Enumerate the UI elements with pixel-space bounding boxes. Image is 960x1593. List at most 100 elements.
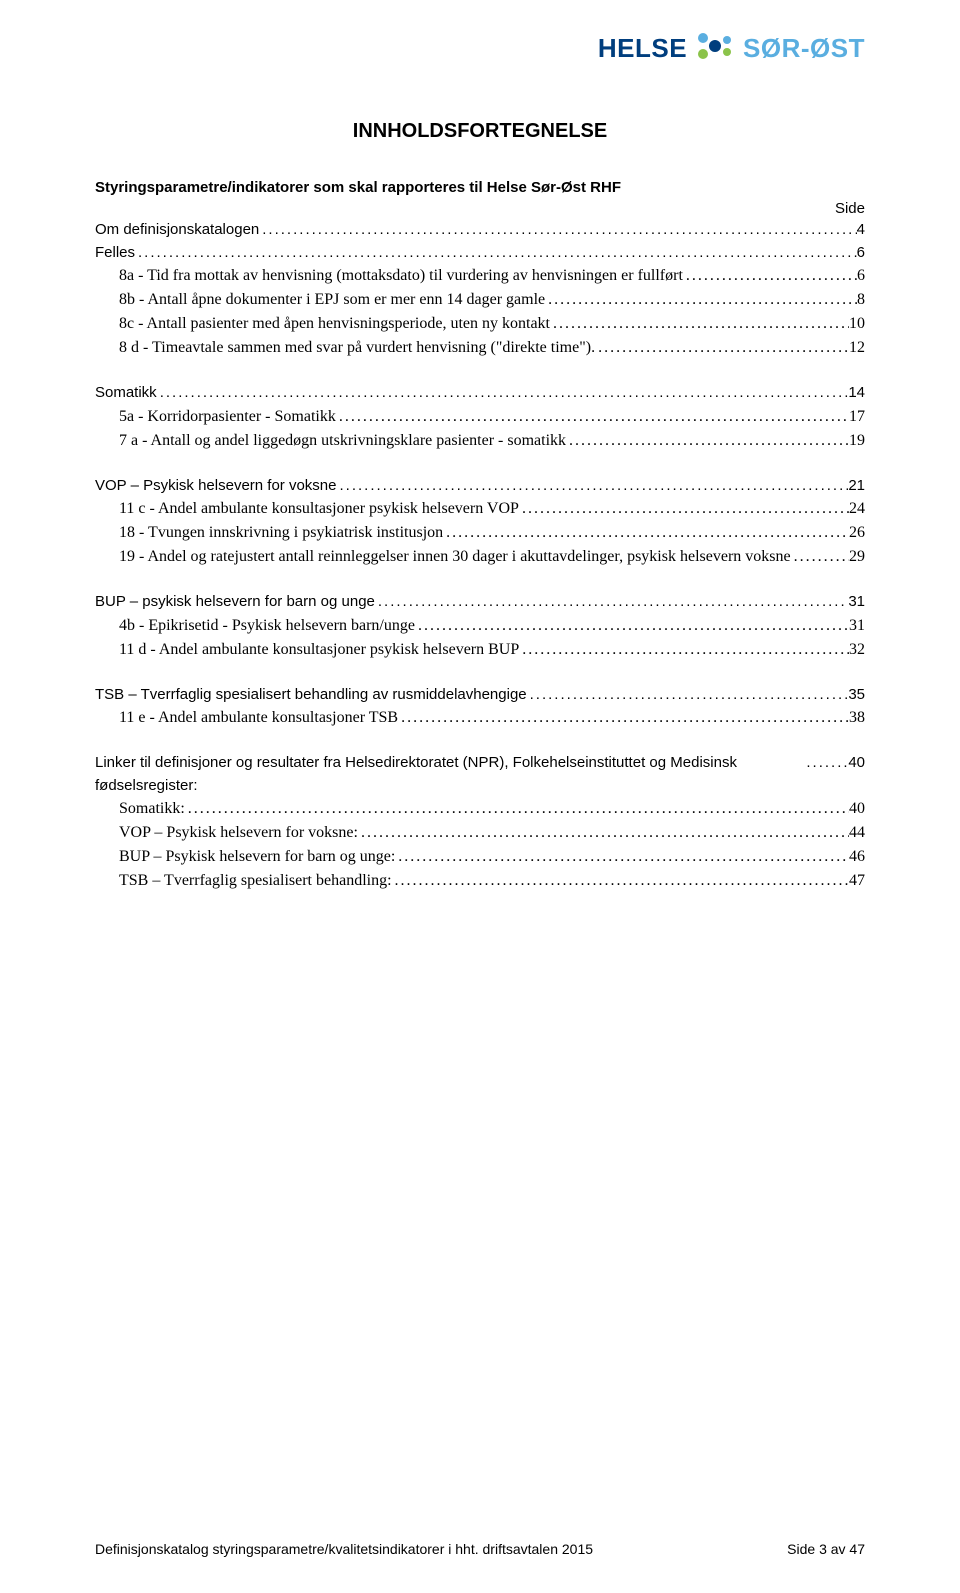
toc-page: 19 xyxy=(849,429,865,453)
toc-page: 38 xyxy=(849,706,865,730)
logo-sorost-text: SØR-ØST xyxy=(743,33,865,64)
toc-label: Felles xyxy=(95,242,135,265)
toc-page: 12 xyxy=(849,336,865,360)
toc-page: 40 xyxy=(848,752,865,775)
toc-label: 11 e - Andel ambulante konsultasjoner TS… xyxy=(119,706,398,730)
toc-label: Somatikk xyxy=(95,382,157,405)
toc-page: 31 xyxy=(849,614,865,638)
toc-entry: TSB – Tverrfaglig spesialisert behandlin… xyxy=(95,869,865,893)
toc-page: 29 xyxy=(849,545,865,569)
toc-label: 4b - Epikrisetid - Psykisk helsevern bar… xyxy=(119,614,415,638)
toc-entry: 11 e - Andel ambulante konsultasjoner TS… xyxy=(95,706,865,730)
toc-page: 31 xyxy=(848,591,865,614)
toc-label: Om definisjonskatalogen xyxy=(95,219,259,242)
toc-entry: VOP – Psykisk helsevern for voksne: 44 xyxy=(95,821,865,845)
leader-dots xyxy=(157,382,849,405)
toc-page: 40 xyxy=(849,797,865,821)
leader-dots xyxy=(259,219,856,242)
leader-dots xyxy=(398,706,849,730)
toc-entry: 7 a - Antall og andel liggedøgn utskrivn… xyxy=(95,429,865,453)
toc-entry: 11 d - Andel ambulante konsultasjoner ps… xyxy=(95,638,865,662)
leader-dots xyxy=(337,475,849,498)
side-label: Side xyxy=(95,200,865,217)
toc-label: BUP – Psykisk helsevern for barn og unge… xyxy=(119,845,395,869)
leader-dots xyxy=(519,638,849,662)
toc-entry: 4b - Epikrisetid - Psykisk helsevern bar… xyxy=(95,614,865,638)
logo: HELSE SØR-ØST xyxy=(598,30,865,67)
leader-dots xyxy=(595,336,849,360)
leader-dots xyxy=(791,545,849,569)
logo-helse-text: HELSE xyxy=(598,33,687,64)
toc-label: 8c - Antall pasienter med åpen henvisnin… xyxy=(119,312,550,336)
toc-entry: 8a - Tid fra mottak av henvisning (motta… xyxy=(95,264,865,288)
toc-page: 17 xyxy=(849,405,865,429)
page-footer: Definisjonskatalog styringsparametre/kva… xyxy=(95,1541,865,1557)
toc-section: VOP – Psykisk helsevern for voksne 21 xyxy=(95,475,865,498)
footer-right: Side 3 av 47 xyxy=(787,1541,865,1557)
toc-entry: 18 - Tvungen innskrivning i psykiatrisk … xyxy=(95,521,865,545)
toc-label: TSB – Tverrfaglig spesialisert behandlin… xyxy=(119,869,392,893)
leader-dots xyxy=(527,684,849,707)
toc-entry: BUP – Psykisk helsevern for barn og unge… xyxy=(95,845,865,869)
toc-entry: Om definisjonskatalogen 4 xyxy=(95,219,865,242)
page-title: INNHOLDSFORTEGNELSE xyxy=(95,120,865,143)
toc-page: 6 xyxy=(857,242,865,265)
toc-page: 6 xyxy=(857,264,865,288)
leader-dots xyxy=(358,821,849,845)
leader-dots xyxy=(395,845,849,869)
toc-label: TSB – Tverrfaglig spesialisert behandlin… xyxy=(95,684,527,707)
leader-dots xyxy=(566,429,849,453)
toc-page: 32 xyxy=(849,638,865,662)
toc-entry: 5a - Korridorpasienter - Somatikk 17 xyxy=(95,405,865,429)
leader-dots xyxy=(336,405,849,429)
toc-page: 8 xyxy=(857,288,865,312)
toc-label: 7 a - Antall og andel liggedøgn utskrivn… xyxy=(119,429,566,453)
toc-page: 21 xyxy=(848,475,865,498)
toc-label: 8a - Tid fra mottak av henvisning (motta… xyxy=(119,264,683,288)
leader-dots xyxy=(550,312,849,336)
toc-page: 4 xyxy=(857,219,865,242)
toc-entry: 8c - Antall pasienter med åpen henvisnin… xyxy=(95,312,865,336)
leader-dots xyxy=(415,614,849,638)
toc-label: 11 d - Andel ambulante konsultasjoner ps… xyxy=(119,638,519,662)
toc-page: 46 xyxy=(849,845,865,869)
footer-left: Definisjonskatalog styringsparametre/kva… xyxy=(95,1541,593,1557)
toc-section: TSB – Tverrfaglig spesialisert behandlin… xyxy=(95,684,865,707)
toc-page: 35 xyxy=(848,684,865,707)
toc-page: 24 xyxy=(849,497,865,521)
toc-entry: Felles 6 xyxy=(95,242,865,265)
leader-dots xyxy=(545,288,857,312)
section-heading: Styringsparametre/indikatorer som skal r… xyxy=(95,179,865,196)
toc-page: 47 xyxy=(849,869,865,893)
toc-section: BUP – psykisk helsevern for barn og unge… xyxy=(95,591,865,614)
toc-section: Somatikk 14 xyxy=(95,382,865,405)
leader-dots xyxy=(375,591,848,614)
leader-dots xyxy=(135,242,857,265)
leader-dots xyxy=(392,869,849,893)
leader-dots xyxy=(683,264,857,288)
toc-label: Linker til definisjoner og resultater fr… xyxy=(95,752,803,797)
toc-label: Somatikk: xyxy=(119,797,185,821)
leader-dots xyxy=(519,497,849,521)
logo-dots-icon xyxy=(693,30,737,67)
toc-section: Linker til definisjoner og resultater fr… xyxy=(95,752,865,797)
toc-page: 14 xyxy=(848,382,865,405)
toc-label: 5a - Korridorpasienter - Somatikk xyxy=(119,405,336,429)
toc-page: 44 xyxy=(849,821,865,845)
toc-label: 8 d - Timeavtale sammen med svar på vurd… xyxy=(119,336,595,360)
page: HELSE SØR-ØST INNHOLDSFORTEGNELSE Styrin… xyxy=(0,0,960,1593)
toc-label: 18 - Tvungen innskrivning i psykiatrisk … xyxy=(119,521,443,545)
toc-label: BUP – psykisk helsevern for barn og unge xyxy=(95,591,375,614)
toc-label: 19 - Andel og ratejustert antall reinnle… xyxy=(119,545,791,569)
toc-entry: 8b - Antall åpne dokumenter i EPJ som er… xyxy=(95,288,865,312)
leader-dots xyxy=(803,752,848,775)
toc-entry: 19 - Andel og ratejustert antall reinnle… xyxy=(95,545,865,569)
toc-entry: Somatikk: 40 xyxy=(95,797,865,821)
toc-label: VOP – Psykisk helsevern for voksne xyxy=(95,475,337,498)
leader-dots xyxy=(443,521,849,545)
toc-entry: 11 c - Andel ambulante konsultasjoner ps… xyxy=(95,497,865,521)
toc-page: 26 xyxy=(849,521,865,545)
toc-label: VOP – Psykisk helsevern for voksne: xyxy=(119,821,358,845)
toc-entry: 8 d - Timeavtale sammen med svar på vurd… xyxy=(95,336,865,360)
toc-label: 8b - Antall åpne dokumenter i EPJ som er… xyxy=(119,288,545,312)
